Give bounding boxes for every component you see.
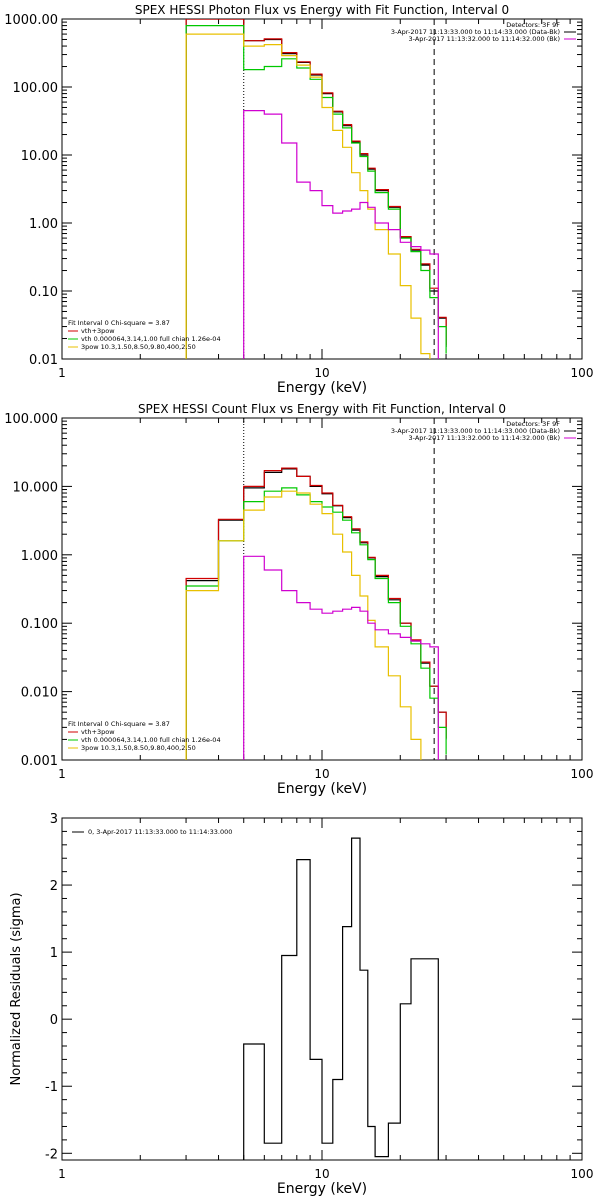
x-tick-label: 1 (58, 366, 66, 380)
series-step-line-4 (185, 490, 422, 760)
legend-top-entry: Detectors: 3F 9F (506, 21, 560, 29)
x-axis-label: Energy (keV) (277, 781, 367, 797)
x-tick-label: 10 (314, 366, 329, 380)
legend-top-entry: 3-Apr-2017 11:13:33.000 to 11:14:33.000 … (391, 28, 560, 36)
x-tick-label: 100 (571, 767, 594, 781)
legend-bottom-entry: vth 0.000064,3.14,1.00 full chian 1.26e-… (81, 335, 221, 343)
y-tick-label: 1.00 (29, 217, 58, 232)
y-axis-label: Normalized Residuals (sigma) (9, 892, 24, 1085)
x-tick-label: 100 (571, 1167, 594, 1181)
y-tick-label: 0.100 (21, 617, 58, 632)
series-step-line-5 (243, 555, 439, 760)
legend-top-entry: Detectors: 3F 9F (506, 420, 560, 428)
legend-top-entry: 3-Apr-2017 11:13:33.000 to 11:14:33.000 … (391, 427, 560, 435)
plot-frame (61, 18, 583, 360)
x-axis-label: Energy (keV) (277, 380, 367, 396)
legend-top-entry: 3-Apr-2017 11:13:32.000 to 11:14:32.000 … (409, 35, 560, 43)
legend-bottom-entry: Fit Interval 0 Chi-square = 3.87 (68, 319, 170, 327)
y-tick-label: 10.00 (21, 149, 58, 164)
plot-frame (61, 417, 583, 761)
plot-area (185, 418, 447, 760)
y-tick-label: 0.001 (21, 754, 58, 769)
plot-area (185, 19, 447, 359)
legend-bottom-entry: vth+3pow (81, 728, 115, 736)
legend-bottom-entry: Fit Interval 0 Chi-square = 3.87 (68, 720, 170, 728)
series-step-line-4 (185, 33, 431, 359)
chart-title: SPEX HESSI Photon Flux vs Energy with Fi… (135, 3, 509, 17)
y-tick-label: 1000.00 (4, 13, 58, 28)
series-step-line-3 (185, 25, 447, 359)
x-tick-label: 10 (314, 767, 329, 781)
y-tick-label: 2 (50, 879, 58, 894)
y-tick-label: 1 (50, 946, 58, 961)
chart-title: SPEX HESSI Count Flux vs Energy with Fit… (138, 402, 506, 416)
legend-bottom-entry: 3pow 10.3,1.50,8.50,9.80,400,2.50 (81, 744, 196, 752)
plot-area (243, 837, 439, 1160)
y-tick-label: -1 (45, 1080, 58, 1095)
y-tick-label: 3 (50, 812, 58, 827)
legend-bottom-entry: vth+3pow (81, 327, 115, 335)
y-tick-label: 100.00 (13, 81, 59, 96)
chart-panel-1: SPEX HESSI Photon Flux vs Energy with Fi… (4, 3, 593, 396)
series-step-line-1 (185, 468, 447, 760)
y-tick-label: -2 (45, 1147, 58, 1162)
x-tick-label: 100 (571, 366, 594, 380)
y-tick-label: 1.000 (21, 549, 58, 564)
legend-bottom-entry: vth 0.000064,3.14,1.00 full chian 1.26e-… (81, 736, 221, 744)
x-tick-label: 10 (314, 1167, 329, 1181)
series-step-line-2 (185, 467, 447, 760)
y-tick-label: 100.000 (4, 412, 58, 427)
legend-bottom-entry: 3pow 10.3,1.50,8.50,9.80,400,2.50 (81, 343, 196, 351)
x-axis-label: Energy (keV) (277, 1181, 367, 1197)
chart-panel-2: SPEX HESSI Count Flux vs Energy with Fit… (4, 402, 593, 797)
y-tick-label: 0 (50, 1013, 58, 1028)
y-tick-label: 10.000 (13, 480, 59, 495)
series-step-line-3 (185, 487, 447, 760)
series-step-line-5 (243, 110, 439, 359)
chart-panel-3: 1 10 100 -2 -1 0 1 2 3 Energy (keV) Normalized Res… (9, 812, 593, 1197)
legend-entry: 0, 3-Apr-2017 11:13:33.000 to 11:14:33.0… (88, 828, 232, 836)
x-tick-label: 1 (58, 1167, 66, 1181)
series-step-line-1 (243, 837, 439, 1160)
y-tick-label: 0.010 (21, 686, 58, 701)
x-tick-label: 1 (58, 767, 66, 781)
y-tick-label: 0.01 (29, 353, 58, 368)
y-tick-label: 0.10 (29, 285, 58, 300)
legend-top-entry: 3-Apr-2017 11:13:32.000 to 11:14:32.000 … (409, 434, 560, 442)
